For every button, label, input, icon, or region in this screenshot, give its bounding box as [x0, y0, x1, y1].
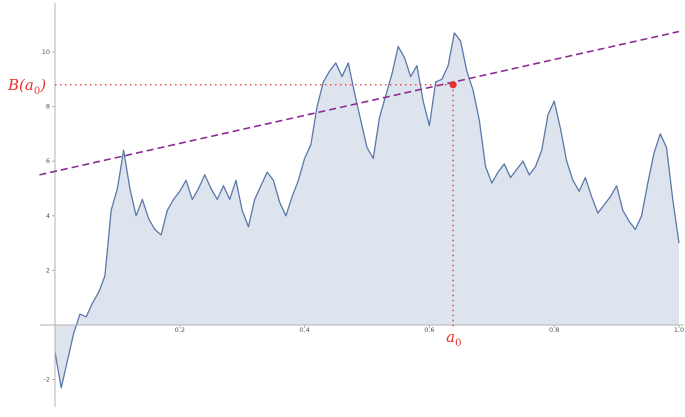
axes-layer: [40, 2, 684, 407]
x-tick-label: 0.4: [299, 326, 309, 334]
series-area-fill: [55, 32, 679, 388]
y-tick-label: -2: [44, 376, 50, 384]
y-tick-label: 2: [46, 266, 50, 274]
annotation-y-label-sub: 0: [34, 86, 40, 97]
annotation-y-label-prefix: B(a: [7, 76, 34, 94]
y-tick-label: 4: [46, 212, 50, 220]
area-layer: [54, 32, 680, 389]
y-tick-label: 8: [46, 103, 50, 111]
annotation-x-label-sub: 0: [455, 338, 461, 349]
annotation-y-label: B(a0): [7, 76, 46, 97]
x-tick-label: 0.2: [175, 326, 185, 334]
x-tick-label: 0.6: [424, 326, 434, 334]
ticks-layer: 0.2 0.4 0.6 0.8 1.0 -2 2 4 6 8 10: [42, 48, 684, 384]
annotation-y-label-suffix: ): [39, 76, 46, 94]
x-tick-label: 0.8: [549, 326, 559, 334]
y-tick-label: 10: [42, 48, 50, 56]
annotation-layer: B(a0) a0: [7, 76, 461, 349]
annotation-point: [449, 81, 457, 89]
annotation-x-label-main: a: [446, 328, 455, 346]
annotation-x-label: a0: [446, 328, 461, 349]
series-line: [54, 32, 680, 389]
y-tick-label: 6: [46, 157, 50, 165]
x-tick-label: 1.0: [674, 326, 684, 334]
